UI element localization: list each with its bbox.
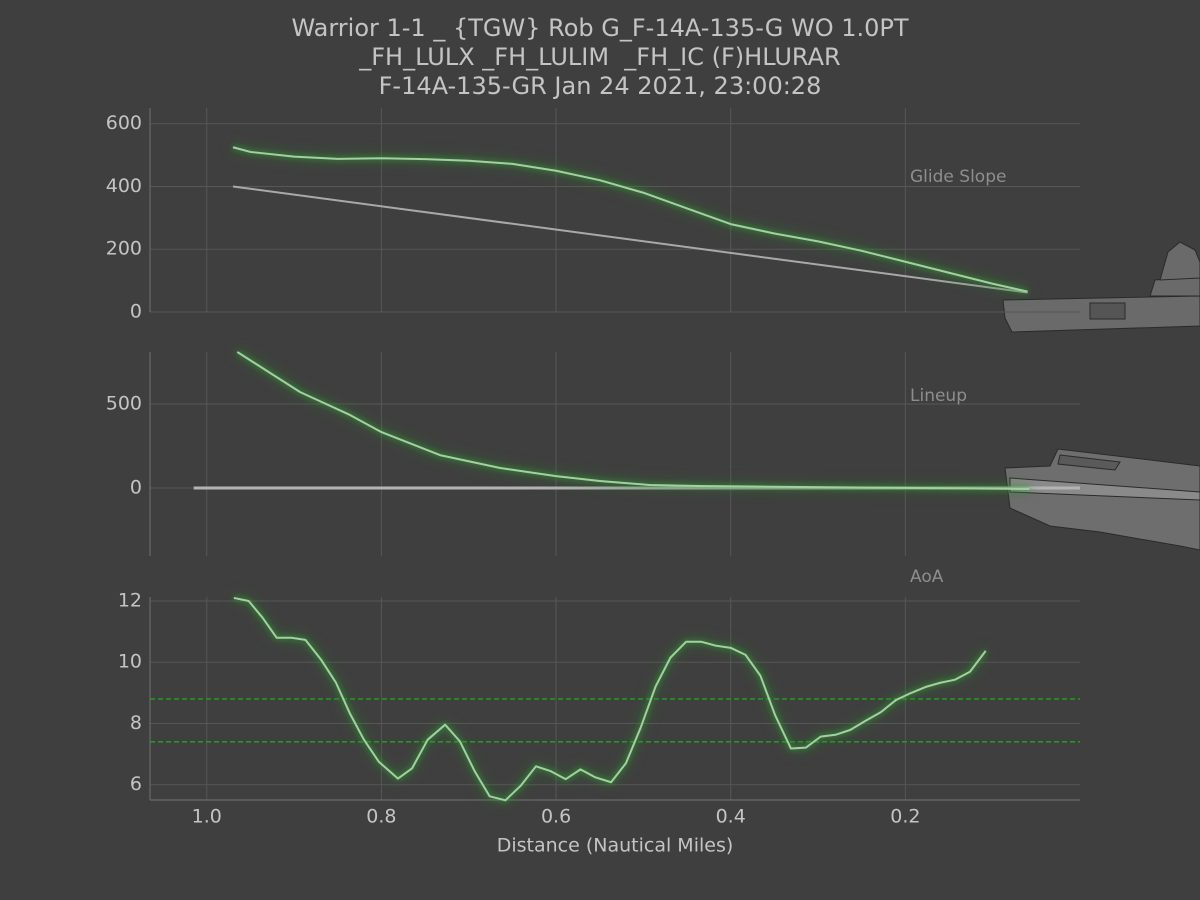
title-line: F-14A-135-GR Jan 24 2021, 23:00:28: [379, 72, 822, 100]
series-line: [232, 146, 1028, 293]
carrier-side: [1002, 241, 1200, 333]
title-line: _FH_LULX _FH_LULIM _FH_IC (F)HLURAR: [358, 43, 840, 71]
y-tick-label: 6: [130, 773, 142, 795]
y-tick-label: 600: [106, 112, 142, 134]
y-tick-label: 500: [106, 393, 142, 415]
y-tick-label: 12: [118, 589, 142, 611]
series-line: [236, 351, 1030, 491]
y-tick-label: 400: [106, 175, 142, 197]
x-tick-label: 0.2: [890, 806, 920, 828]
x-axis-label: Distance (Nautical Miles): [497, 835, 734, 857]
series-line: [233, 596, 987, 802]
series-line: [232, 185, 1028, 294]
annotation: Lineup: [910, 386, 967, 406]
x-tick-label: 0.8: [366, 806, 396, 828]
y-tick-label: 10: [118, 651, 142, 673]
y-tick-label: 200: [106, 238, 142, 260]
carrier-top: [1004, 448, 1200, 551]
y-tick-label: 8: [130, 712, 142, 734]
x-tick-label: 0.4: [716, 806, 746, 828]
y-tick-label: 0: [130, 477, 142, 499]
x-tick-label: 1.0: [192, 806, 222, 828]
annotation: Glide Slope: [910, 167, 1006, 187]
x-tick-label: 0.6: [541, 806, 571, 828]
title-line: Warrior 1-1 _ {TGW} Rob G_F-14A-135-G WO…: [291, 14, 908, 42]
y-tick-label: 0: [130, 301, 142, 323]
annotation: AoA: [910, 567, 944, 587]
